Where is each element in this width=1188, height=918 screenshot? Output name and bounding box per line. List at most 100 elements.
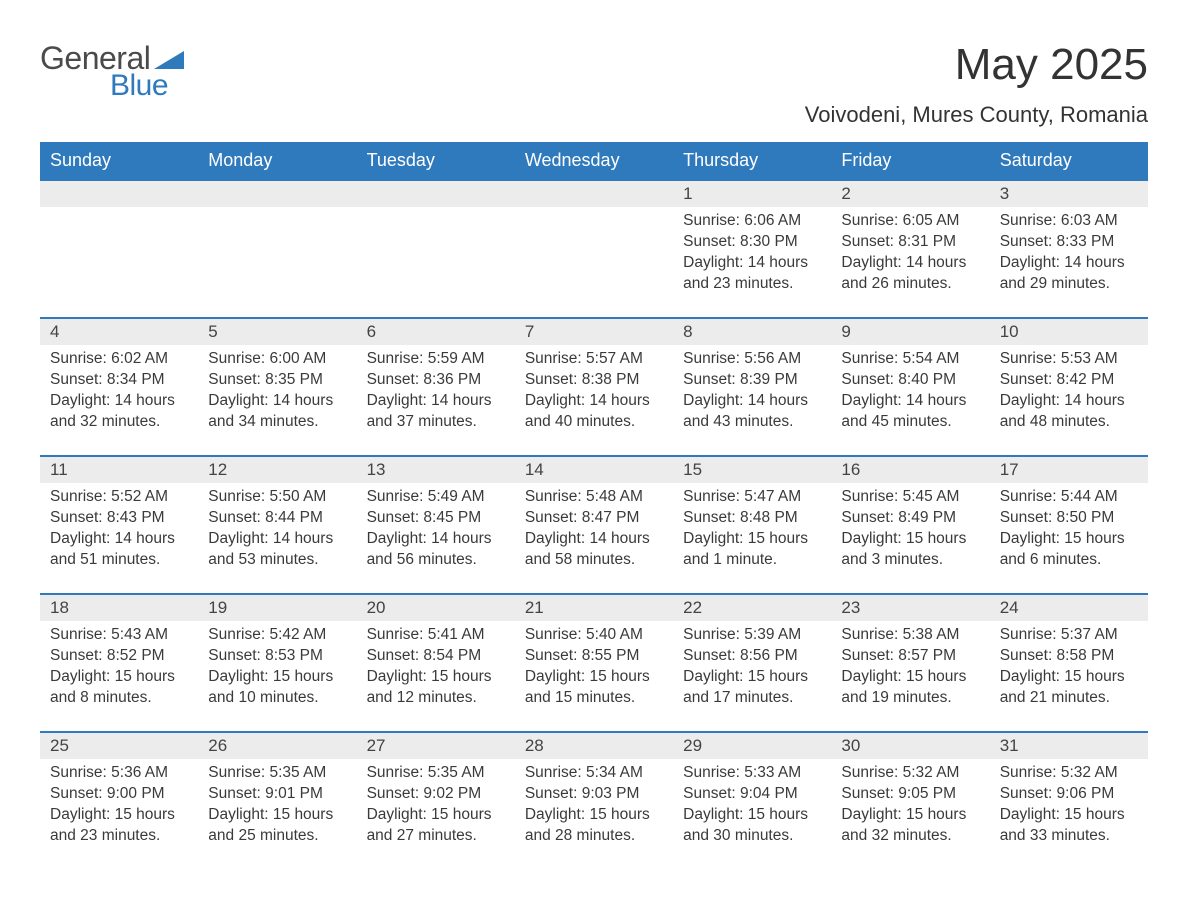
day-number: 10: [990, 319, 1148, 345]
calendar: Sunday Monday Tuesday Wednesday Thursday…: [40, 142, 1148, 869]
daylight-text: Daylight: 15 hours and 25 minutes.: [208, 805, 346, 847]
day-cell: 16Sunrise: 5:45 AMSunset: 8:49 PMDayligh…: [831, 457, 989, 593]
daylight-text: Daylight: 15 hours and 3 minutes.: [841, 529, 979, 571]
sunset-text: Sunset: 8:33 PM: [1000, 232, 1138, 253]
day-number: 2: [831, 181, 989, 207]
sunrise-text: Sunrise: 5:50 AM: [208, 487, 346, 508]
day-number: 11: [40, 457, 198, 483]
sunset-text: Sunset: 8:39 PM: [683, 370, 821, 391]
daylight-text: Daylight: 14 hours and 48 minutes.: [1000, 391, 1138, 433]
day-cell: 15Sunrise: 5:47 AMSunset: 8:48 PMDayligh…: [673, 457, 831, 593]
brand-logo: General Blue: [40, 40, 184, 103]
day-content: Sunrise: 5:40 AMSunset: 8:55 PMDaylight:…: [515, 621, 673, 709]
day-number: 21: [515, 595, 673, 621]
day-number: [198, 181, 356, 207]
daylight-text: Daylight: 14 hours and 56 minutes.: [367, 529, 505, 571]
day-number: 28: [515, 733, 673, 759]
sunset-text: Sunset: 8:38 PM: [525, 370, 663, 391]
daylight-text: Daylight: 14 hours and 51 minutes.: [50, 529, 188, 571]
weekday-header: Tuesday: [357, 142, 515, 179]
sunset-text: Sunset: 8:44 PM: [208, 508, 346, 529]
day-content: Sunrise: 5:50 AMSunset: 8:44 PMDaylight:…: [198, 483, 356, 571]
daylight-text: Daylight: 14 hours and 26 minutes.: [841, 253, 979, 295]
day-cell: 12Sunrise: 5:50 AMSunset: 8:44 PMDayligh…: [198, 457, 356, 593]
daylight-text: Daylight: 15 hours and 10 minutes.: [208, 667, 346, 709]
header-row: General Blue May 2025 Voivodeni, Mures C…: [40, 40, 1148, 128]
day-number: 3: [990, 181, 1148, 207]
day-number: 6: [357, 319, 515, 345]
weekday-header-row: Sunday Monday Tuesday Wednesday Thursday…: [40, 142, 1148, 179]
sunrise-text: Sunrise: 6:02 AM: [50, 349, 188, 370]
day-number: 18: [40, 595, 198, 621]
sunrise-text: Sunrise: 5:48 AM: [525, 487, 663, 508]
day-number: [357, 181, 515, 207]
day-content: Sunrise: 5:44 AMSunset: 8:50 PMDaylight:…: [990, 483, 1148, 571]
sunrise-text: Sunrise: 5:42 AM: [208, 625, 346, 646]
sunrise-text: Sunrise: 5:43 AM: [50, 625, 188, 646]
day-content: Sunrise: 5:59 AMSunset: 8:36 PMDaylight:…: [357, 345, 515, 433]
daylight-text: Daylight: 14 hours and 43 minutes.: [683, 391, 821, 433]
daylight-text: Daylight: 15 hours and 27 minutes.: [367, 805, 505, 847]
day-cell: 18Sunrise: 5:43 AMSunset: 8:52 PMDayligh…: [40, 595, 198, 731]
sunset-text: Sunset: 9:02 PM: [367, 784, 505, 805]
daylight-text: Daylight: 14 hours and 58 minutes.: [525, 529, 663, 571]
day-number: 13: [357, 457, 515, 483]
sunset-text: Sunset: 8:42 PM: [1000, 370, 1138, 391]
sunset-text: Sunset: 8:54 PM: [367, 646, 505, 667]
day-number: 4: [40, 319, 198, 345]
daylight-text: Daylight: 15 hours and 6 minutes.: [1000, 529, 1138, 571]
sunset-text: Sunset: 9:05 PM: [841, 784, 979, 805]
sunrise-text: Sunrise: 5:44 AM: [1000, 487, 1138, 508]
day-number: 27: [357, 733, 515, 759]
day-cell: 20Sunrise: 5:41 AMSunset: 8:54 PMDayligh…: [357, 595, 515, 731]
sunset-text: Sunset: 8:52 PM: [50, 646, 188, 667]
day-cell: 14Sunrise: 5:48 AMSunset: 8:47 PMDayligh…: [515, 457, 673, 593]
day-content: Sunrise: 5:43 AMSunset: 8:52 PMDaylight:…: [40, 621, 198, 709]
sunset-text: Sunset: 9:01 PM: [208, 784, 346, 805]
day-number: 31: [990, 733, 1148, 759]
sunset-text: Sunset: 8:30 PM: [683, 232, 821, 253]
day-content: Sunrise: 6:05 AMSunset: 8:31 PMDaylight:…: [831, 207, 989, 295]
sunrise-text: Sunrise: 5:35 AM: [367, 763, 505, 784]
day-cell: 29Sunrise: 5:33 AMSunset: 9:04 PMDayligh…: [673, 733, 831, 869]
day-cell: 5Sunrise: 6:00 AMSunset: 8:35 PMDaylight…: [198, 319, 356, 455]
daylight-text: Daylight: 14 hours and 45 minutes.: [841, 391, 979, 433]
day-content: Sunrise: 5:33 AMSunset: 9:04 PMDaylight:…: [673, 759, 831, 847]
sunset-text: Sunset: 9:06 PM: [1000, 784, 1138, 805]
day-number: 9: [831, 319, 989, 345]
sunrise-text: Sunrise: 5:36 AM: [50, 763, 188, 784]
day-number: 17: [990, 457, 1148, 483]
day-content: Sunrise: 5:47 AMSunset: 8:48 PMDaylight:…: [673, 483, 831, 571]
daylight-text: Daylight: 14 hours and 34 minutes.: [208, 391, 346, 433]
weekday-header: Thursday: [673, 142, 831, 179]
weekday-header: Monday: [198, 142, 356, 179]
daylight-text: Daylight: 14 hours and 53 minutes.: [208, 529, 346, 571]
day-number: 26: [198, 733, 356, 759]
month-title: May 2025: [805, 40, 1148, 90]
weekday-header: Friday: [831, 142, 989, 179]
sunrise-text: Sunrise: 6:00 AM: [208, 349, 346, 370]
sunset-text: Sunset: 8:45 PM: [367, 508, 505, 529]
daylight-text: Daylight: 14 hours and 23 minutes.: [683, 253, 821, 295]
day-content: Sunrise: 5:35 AMSunset: 9:02 PMDaylight:…: [357, 759, 515, 847]
day-content: Sunrise: 5:48 AMSunset: 8:47 PMDaylight:…: [515, 483, 673, 571]
sunrise-text: Sunrise: 5:54 AM: [841, 349, 979, 370]
day-cell: [40, 181, 198, 317]
day-cell: 8Sunrise: 5:56 AMSunset: 8:39 PMDaylight…: [673, 319, 831, 455]
day-content: Sunrise: 5:39 AMSunset: 8:56 PMDaylight:…: [673, 621, 831, 709]
daylight-text: Daylight: 14 hours and 37 minutes.: [367, 391, 505, 433]
daylight-text: Daylight: 15 hours and 15 minutes.: [525, 667, 663, 709]
sunrise-text: Sunrise: 5:59 AM: [367, 349, 505, 370]
day-number: 22: [673, 595, 831, 621]
day-content: Sunrise: 5:57 AMSunset: 8:38 PMDaylight:…: [515, 345, 673, 433]
day-number: 14: [515, 457, 673, 483]
weekday-header: Sunday: [40, 142, 198, 179]
sunrise-text: Sunrise: 5:35 AM: [208, 763, 346, 784]
day-cell: 25Sunrise: 5:36 AMSunset: 9:00 PMDayligh…: [40, 733, 198, 869]
weekday-header: Wednesday: [515, 142, 673, 179]
day-number: 29: [673, 733, 831, 759]
day-content: Sunrise: 5:54 AMSunset: 8:40 PMDaylight:…: [831, 345, 989, 433]
day-number: 30: [831, 733, 989, 759]
day-number: [515, 181, 673, 207]
day-cell: 19Sunrise: 5:42 AMSunset: 8:53 PMDayligh…: [198, 595, 356, 731]
